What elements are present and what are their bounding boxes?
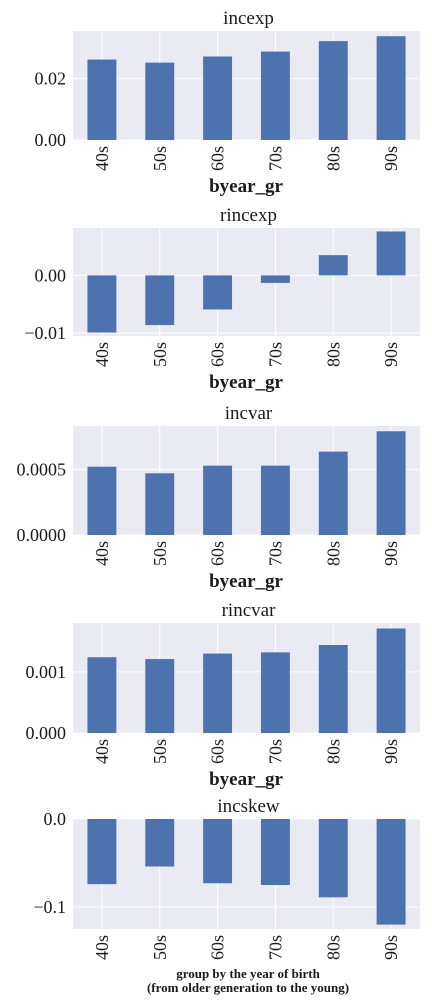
x-axis-label: byear_gr	[209, 571, 283, 592]
bar-90s	[376, 819, 406, 925]
x-axis-label: byear_gr	[209, 372, 283, 393]
bar-70s	[260, 652, 290, 733]
plot-area	[73, 31, 420, 140]
x-tick-label: 70s	[265, 146, 285, 171]
x-axis-label: group by the year of birth	[176, 966, 320, 981]
bar-40s	[87, 59, 117, 140]
bar-80s	[318, 41, 348, 140]
bar-90s	[376, 231, 406, 276]
y-tick-label: 0.0	[44, 809, 67, 829]
x-tick-label: 90s	[381, 935, 401, 960]
bar-90s	[376, 628, 406, 733]
y-tick-label: −0.01	[24, 323, 66, 343]
bar-50s	[145, 819, 175, 867]
bar-60s	[203, 275, 233, 310]
x-tick-label: 60s	[208, 342, 228, 367]
subplot-title: incvar	[225, 403, 273, 424]
plot-area	[73, 228, 420, 336]
bar-50s	[145, 62, 175, 140]
y-tick-label: −0.1	[33, 897, 66, 917]
x-tick-label: 70s	[265, 541, 285, 566]
x-tick-label: 40s	[92, 342, 112, 367]
y-tick-label: 0.00	[35, 130, 67, 150]
x-tick-label: 80s	[323, 146, 343, 171]
x-tick-label: 80s	[323, 739, 343, 764]
bar-60s	[203, 465, 233, 535]
y-tick-label: 0.02	[35, 69, 67, 89]
bar-90s	[376, 36, 406, 140]
bar-50s	[145, 473, 175, 535]
y-tick-label: 0.0000	[17, 525, 67, 545]
x-tick-label: 90s	[381, 146, 401, 171]
x-tick-label: 40s	[92, 935, 112, 960]
bar-50s	[145, 275, 175, 326]
bar-80s	[318, 645, 348, 733]
subplot-incvar: incvar 0.0000 0.0005 40s 50s 60s 70s 80s 90s byea…	[17, 403, 420, 592]
x-tick-label: 40s	[92, 146, 112, 171]
x-axis-label: (from older generation to the young)	[147, 980, 349, 995]
subplot-rincvar: rincvar 0.000 0.001 40s 50s 60s 70s 80s 90s byear…	[26, 600, 420, 790]
y-tick-label: 0.00	[35, 265, 67, 285]
bar-40s	[87, 466, 117, 535]
bar-40s	[87, 657, 117, 733]
subplot-title: rincvar	[222, 600, 276, 621]
x-tick-label: 60s	[208, 935, 228, 960]
bar-50s	[145, 659, 175, 733]
bar-70s	[260, 465, 290, 535]
x-tick-label: 60s	[208, 146, 228, 171]
bar-70s	[260, 51, 290, 140]
bar-60s	[203, 653, 233, 733]
bar-80s	[318, 819, 348, 898]
subplot-rincexp: rincexp 0.00 −0.01 40s 50s 60s 70s 80s 90s byear_…	[24, 205, 420, 393]
x-tick-label: 40s	[92, 541, 112, 566]
plot-area	[73, 819, 420, 929]
plot-area	[73, 426, 420, 535]
x-tick-label: 60s	[208, 739, 228, 764]
subplot-title: rincexp	[220, 205, 277, 226]
x-tick-label: 80s	[323, 935, 343, 960]
bar-80s	[318, 451, 348, 535]
x-axis-label: byear_gr	[209, 176, 283, 197]
x-tick-label: 90s	[381, 342, 401, 367]
y-tick-label: 0.000	[26, 723, 67, 743]
x-tick-label: 50s	[150, 342, 170, 367]
x-tick-label: 80s	[323, 541, 343, 566]
x-tick-label: 50s	[150, 739, 170, 764]
x-axis-label: byear_gr	[209, 769, 283, 790]
bar-90s	[376, 431, 406, 535]
bar-60s	[203, 819, 233, 884]
subplot-title: incskew	[217, 796, 280, 817]
x-tick-label: 90s	[381, 739, 401, 764]
x-tick-label: 70s	[265, 935, 285, 960]
bar-70s	[260, 275, 290, 283]
x-tick-label: 70s	[265, 342, 285, 367]
y-tick-label: 0.0005	[17, 459, 67, 479]
subplot-incskew: incskew 0.0 −0.1 40s 50s 60s 70s 80s 90s group by…	[33, 796, 420, 995]
bar-40s	[87, 275, 117, 333]
x-tick-label: 50s	[150, 935, 170, 960]
x-tick-label: 50s	[150, 146, 170, 171]
plot-area	[73, 623, 420, 733]
x-tick-label: 70s	[265, 739, 285, 764]
bar-80s	[318, 255, 348, 276]
x-tick-label: 40s	[92, 739, 112, 764]
bar-70s	[260, 819, 290, 885]
x-tick-label: 80s	[323, 342, 343, 367]
bar-40s	[87, 819, 117, 885]
x-tick-label: 90s	[381, 541, 401, 566]
y-tick-label: 0.001	[26, 662, 67, 682]
x-tick-label: 50s	[150, 541, 170, 566]
x-tick-label: 60s	[208, 541, 228, 566]
bar-60s	[203, 56, 233, 140]
subplot-incexp: incexp 0.00 0.02 40s 50s 60s 70s 80s 90s byear_gr	[35, 8, 420, 197]
subplot-title: incexp	[223, 8, 274, 29]
